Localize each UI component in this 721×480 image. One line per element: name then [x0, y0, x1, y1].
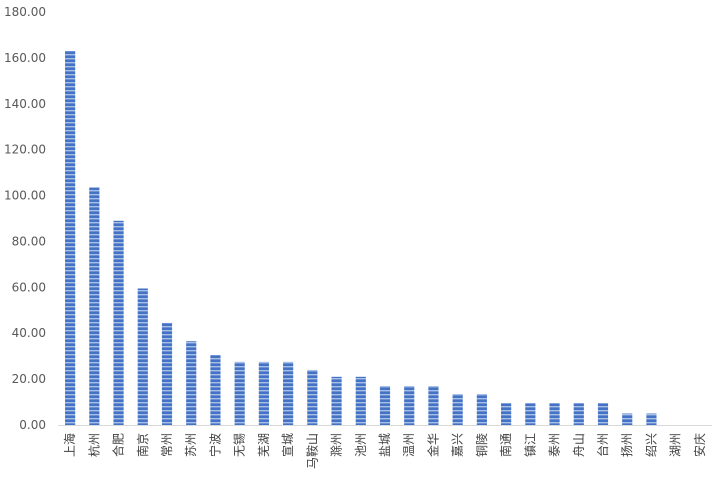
x-axis-labels: 上海 杭州 合肥 南京 常州 苏州 宁波 无锡 芜湖 宣城 马鞍山 滁州 池州 盐城 温州 金华 嘉兴 铜陵 南通镇… [62, 433, 707, 469]
x-category-label: 铜陵 [474, 433, 489, 457]
x-category-label: 台州 [595, 433, 610, 457]
x-category-label: 无锡 [232, 433, 247, 457]
x-category-label: 安庆 [692, 433, 707, 457]
bar-19 [525, 403, 536, 425]
y-tick-label: 180.00 [4, 5, 46, 19]
x-category-label: 泰州 [548, 433, 562, 457]
x-category-label: 温州 [402, 433, 416, 457]
y-tick-label: 80.00 [12, 234, 46, 248]
bar-15 [428, 385, 439, 425]
x-category-label: 扬州 [619, 433, 634, 457]
y-tick-label: 0.00 [19, 418, 46, 432]
y-tick-label: 40.00 [12, 326, 46, 340]
bar-13 [379, 385, 391, 425]
y-tick-label: 60.00 [12, 280, 46, 294]
bar-7 [234, 361, 245, 425]
x-category-label: 池州 [354, 433, 368, 457]
bar-4 [161, 322, 173, 425]
bar-17 [476, 394, 487, 425]
bar-24 [646, 413, 657, 425]
x-category-label: 金华 [425, 433, 440, 457]
x-category-label: 芜湖 [256, 433, 271, 457]
bar-12 [355, 376, 366, 425]
bar-16 [452, 394, 463, 425]
y-tick-label: 100.00 [4, 189, 46, 203]
bar-23 [622, 413, 633, 425]
bar-8 [258, 361, 269, 425]
x-category-label: 马鞍山 [304, 433, 319, 469]
bar-18 [501, 403, 512, 425]
y-tick-label: 160.00 [4, 51, 46, 65]
bar-3 [137, 288, 148, 425]
x-category-label: 上海 [62, 433, 77, 457]
x-category-label: 绍兴 [644, 433, 658, 457]
x-category-label: 嘉兴 [451, 433, 465, 457]
bar-1 [89, 187, 100, 425]
bar-6 [210, 355, 221, 425]
x-category-label: 湖州 [668, 433, 683, 457]
y-tick-label: 20.00 [12, 372, 46, 386]
bar-14 [404, 385, 415, 425]
bar-20 [549, 403, 560, 425]
x-category-label: 滁州 [329, 433, 344, 457]
x-category-label: 南通 [498, 433, 513, 457]
x-category-label: 杭州 [86, 433, 101, 457]
bar-10 [307, 369, 318, 425]
bar-9 [283, 361, 294, 425]
bar-21 [573, 403, 584, 425]
x-category-label: 舟山 [572, 433, 586, 457]
x-category-label: 宣城 [280, 433, 295, 457]
bar-5 [186, 341, 197, 425]
x-category-label: 宁波 [207, 433, 222, 457]
bar-2 [113, 220, 124, 425]
bar-0 [65, 51, 76, 425]
y-tick-label: 140.00 [4, 97, 46, 111]
x-category-label: 常州 [160, 433, 174, 457]
bar-11 [331, 376, 342, 425]
bar-22 [597, 403, 609, 425]
y-tick-label: 120.00 [4, 143, 46, 157]
x-category-label: 南京 [135, 433, 150, 457]
x-category-label: 合肥 [111, 433, 126, 457]
y-axis-ticks: 0.00 20.00 40.00 60.00 80.00 100.00 120.00 140.… [4, 5, 46, 432]
x-category-label: 盐城 [378, 433, 392, 457]
x-category-label: 镇江 [523, 433, 537, 457]
x-category-label: 苏州 [184, 433, 198, 457]
bars [65, 51, 657, 425]
